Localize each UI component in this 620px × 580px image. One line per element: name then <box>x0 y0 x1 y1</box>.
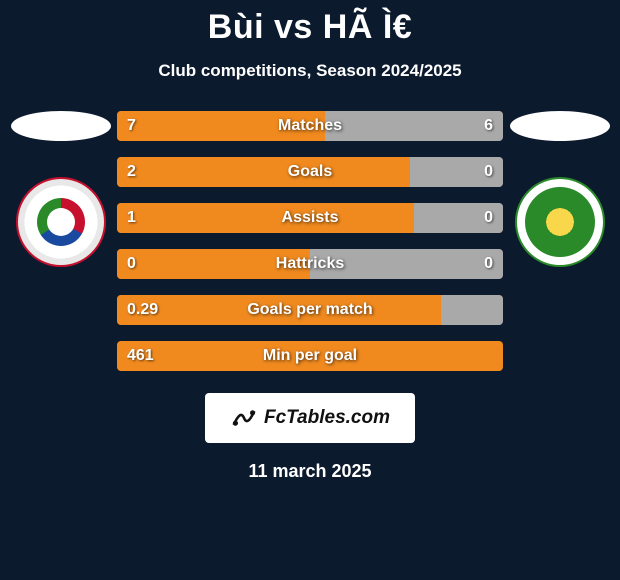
stat-row: 1 0 Assists <box>117 203 503 233</box>
stat-value-left: 2 <box>117 163 146 181</box>
club-left-logo-inner <box>37 198 85 246</box>
player-right-column <box>507 111 612 267</box>
player-left-avatar <box>11 111 111 141</box>
stat-bars: 7 6 Matches 2 0 Goals 1 0 Assists 0 0 Hattricks 0.29… <box>113 111 507 371</box>
stat-value-right: 0 <box>474 255 503 273</box>
stat-bar-right: 0 <box>414 203 503 233</box>
stat-label: Matches <box>278 117 342 135</box>
watermark-text: FcTables.com <box>264 407 390 429</box>
stat-label: Goals <box>288 163 332 181</box>
stat-value-left: 0 <box>117 255 146 273</box>
stat-row: 2 0 Goals <box>117 157 503 187</box>
stat-value-right: 0 <box>474 163 503 181</box>
fctables-icon <box>230 406 258 430</box>
stat-bar-right <box>441 295 503 325</box>
watermark: FcTables.com <box>205 393 415 443</box>
stat-value-left: 461 <box>117 347 164 365</box>
stat-value-left: 7 <box>117 117 146 135</box>
stat-label: Goals per match <box>247 301 372 319</box>
stat-value-left: 0.29 <box>117 301 168 319</box>
club-left-logo <box>16 177 106 267</box>
infographic-container: Bùi vs HÃ Ì€ Club competitions, Season 2… <box>0 0 620 580</box>
page-subtitle: Club competitions, Season 2024/2025 <box>158 61 461 81</box>
stat-label: Assists <box>282 209 339 227</box>
stat-row: 0 0 Hattricks <box>117 249 503 279</box>
player-right-avatar <box>510 111 610 141</box>
stat-row: 7 6 Matches <box>117 111 503 141</box>
club-right-logo-inner <box>525 187 595 257</box>
stat-bar-left: 2 <box>117 157 410 187</box>
stat-bar-left: 1 <box>117 203 414 233</box>
stat-label: Hattricks <box>276 255 344 273</box>
main-row: 7 6 Matches 2 0 Goals 1 0 Assists 0 0 Hattricks 0.29… <box>0 111 620 371</box>
stat-bar-right: 6 <box>325 111 503 141</box>
club-right-logo <box>515 177 605 267</box>
stat-bar-right: 0 <box>410 157 503 187</box>
stat-value-right: 0 <box>474 209 503 227</box>
player-left-column <box>8 111 113 267</box>
stat-label: Min per goal <box>263 347 357 365</box>
stat-value-left: 1 <box>117 209 146 227</box>
stat-row: 0.29 Goals per match <box>117 295 503 325</box>
date-text: 11 march 2025 <box>248 461 371 482</box>
stat-value-right: 6 <box>474 117 503 135</box>
page-title: Bùi vs HÃ Ì€ <box>208 8 412 47</box>
stat-row: 461 Min per goal <box>117 341 503 371</box>
